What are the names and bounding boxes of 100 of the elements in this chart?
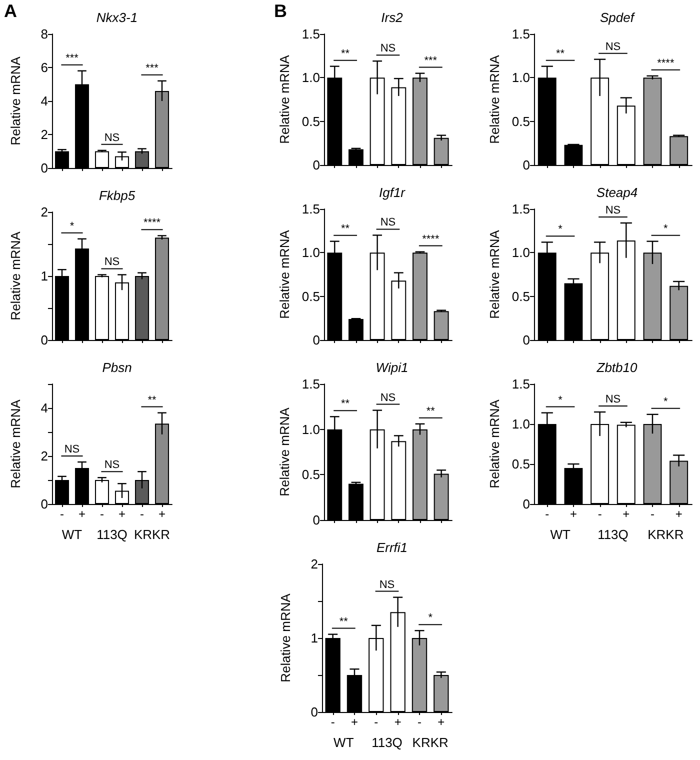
x-tick-label: KRKR (134, 527, 170, 542)
x-tick-label: KRKR (412, 735, 448, 750)
y-tick-label: 2 (40, 127, 48, 142)
chart-title: Igf1r (378, 185, 406, 200)
y-tick-label: 0 (40, 160, 48, 176)
y-tick-label: 8 (40, 26, 48, 42)
annotation: **** (657, 57, 675, 70)
y-tick-label: 6 (40, 60, 48, 75)
text: - (650, 507, 654, 521)
series-label: - (545, 507, 550, 521)
series-label: + (78, 507, 86, 521)
y-tick-label: 1.5 (302, 376, 320, 392)
text: + (622, 507, 630, 521)
text: A (4, 1, 17, 21)
y-tick-label: 0 (312, 512, 320, 528)
y-tick-label: 1.5 (512, 376, 530, 392)
text: - (100, 507, 104, 521)
y-tick-label: 1.5 (512, 26, 530, 42)
y-tick-label: 0 (312, 158, 320, 172)
text: - (374, 715, 378, 729)
y-tick-label: 1.0 (512, 245, 530, 260)
x-tick-label: KRKR (648, 527, 684, 542)
y-tick-label: 1.0 (512, 70, 530, 86)
y-tick-label: 0.5 (302, 114, 320, 129)
text: + (394, 715, 402, 729)
text: B (274, 1, 287, 21)
annotation: NS (605, 40, 621, 53)
chart-title: Irs2 (381, 10, 404, 25)
y-tick-label: 0.5 (512, 288, 530, 304)
y-tick-label: 2 (310, 556, 318, 572)
chart-title: Spdef (600, 10, 636, 25)
y-tick-label: 0.5 (302, 288, 320, 304)
x-tick-label: WT (334, 735, 354, 750)
chart-title: Steap4 (596, 185, 638, 200)
y-axis-title: Relative mRNA (278, 593, 293, 682)
text: - (418, 715, 422, 729)
y-tick-label: 1 (310, 630, 318, 646)
y-tick-label: 1.0 (302, 70, 320, 86)
series-label: + (570, 507, 577, 521)
annotation: NS (380, 42, 396, 55)
annotation: * (558, 394, 564, 406)
annotation: **** (143, 217, 162, 230)
y-tick-label: 0 (522, 332, 530, 348)
chart-title: Nkx3-1 (96, 10, 138, 25)
chart-title: Zbtb10 (596, 360, 638, 375)
y-tick-label: 1.5 (302, 26, 320, 42)
series-label: + (350, 715, 358, 729)
annotation: NS (605, 394, 621, 406)
y-tick-label: 0.5 (512, 114, 530, 129)
y-tick-label: 1.5 (302, 202, 320, 216)
annotation: NS (64, 444, 80, 456)
y-axis-title: Relative mRNA (8, 231, 23, 320)
y-tick-label: 1.0 (302, 422, 320, 437)
y-tick-label: 1.0 (512, 416, 530, 432)
chart-title: Wipi1 (376, 360, 408, 375)
text: + (158, 507, 166, 521)
y-tick-label: 1.5 (512, 202, 530, 216)
annotation: * (558, 224, 564, 236)
annotation: NS (380, 216, 396, 229)
chart-title: Fkbp5 (98, 188, 136, 203)
chart-title: Errfi1 (376, 540, 408, 555)
y-tick-label: 0 (40, 332, 48, 348)
annotation: NS (104, 132, 120, 144)
annotation: NS (379, 578, 395, 591)
y-tick-label: 0 (522, 496, 530, 512)
y-tick-label: 0.5 (302, 467, 320, 482)
y-axis-title: Relative mRNA (8, 56, 23, 146)
y-axis-title: Relative mRNA (8, 399, 23, 488)
series-label: - (60, 507, 64, 521)
annotation: NS (380, 392, 396, 404)
y-tick-label: 0 (310, 704, 318, 720)
x-tick-label: 113Q (372, 735, 402, 750)
y-axis-title: Relative mRNA (487, 230, 502, 319)
annotation: * (70, 220, 75, 232)
y-tick-label: 4 (40, 400, 48, 416)
x-tick-label: 113Q (598, 527, 628, 542)
annotation: * (428, 612, 434, 624)
annotation: *** (66, 52, 80, 64)
y-axis-title: Relative mRNA (487, 399, 502, 488)
text: - (140, 507, 144, 521)
y-tick-label: 4 (40, 94, 48, 108)
annotation: ** (148, 394, 157, 406)
text: + (118, 507, 126, 521)
annotation: ** (341, 398, 350, 410)
y-axis-title: Relative mRNA (277, 230, 292, 319)
text: - (598, 507, 602, 521)
y-axis-title: Relative mRNA (487, 54, 502, 144)
annotation: **** (422, 233, 440, 246)
y-tick-label: 2 (40, 448, 48, 464)
y-tick-label: 1.0 (302, 245, 320, 260)
text: + (675, 507, 682, 521)
annotation: ** (341, 222, 350, 235)
y-axis-title: Relative mRNA (277, 407, 292, 496)
y-tick-label: 0 (40, 496, 48, 512)
y-tick-label: 1 (40, 268, 48, 284)
annotation: NS (104, 459, 120, 472)
annotation: ** (341, 48, 350, 60)
chart-title: Pbsn (102, 360, 132, 375)
annotation: * (664, 396, 669, 408)
annotation: NS (104, 256, 120, 268)
